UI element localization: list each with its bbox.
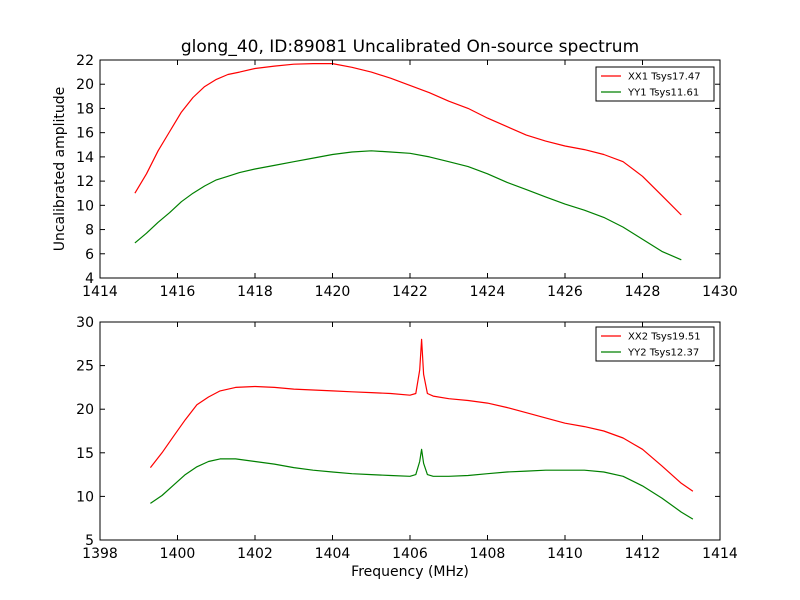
legend: XX1 Tsys17.47 YY1 Tsys11.61 (595, 66, 715, 102)
y-tick-label: 10 (76, 489, 94, 505)
legend-entry: XX2 Tsys19.51 (628, 332, 701, 343)
y-tick-label: 18 (76, 101, 94, 117)
legend-box (595, 66, 715, 102)
x-axis-label: Frequency (MHz) (351, 564, 469, 580)
y-tick-label: 16 (76, 126, 94, 142)
x-tick-label: 1428 (625, 284, 661, 300)
series-line-1-2 (134, 150, 682, 261)
x-tick-label: 1424 (470, 284, 506, 300)
legend: XX2 Tsys19.51 YY2 Tsys12.37 (595, 326, 715, 362)
x-tick-label: 1402 (237, 546, 273, 562)
series-line-2-2 (150, 448, 694, 520)
x-tick-label: 1418 (237, 284, 273, 300)
y-tick-label: 8 (85, 223, 94, 239)
y-tick-label: 5 (85, 533, 94, 549)
y-tick-label: 20 (76, 77, 94, 93)
chart-title: glong_40, ID:89081 Uncalibrated On-sourc… (181, 37, 639, 57)
y-tick-label: 15 (76, 446, 94, 462)
x-tick-label: 1412 (625, 546, 661, 562)
x-tick-label: 1404 (315, 546, 351, 562)
y-tick-label: 4 (85, 271, 94, 287)
x-tick-label: 1416 (160, 284, 196, 300)
x-tick-label: 1420 (315, 284, 351, 300)
y-tick-label: 6 (85, 247, 94, 263)
x-tick-label: 1400 (160, 546, 196, 562)
series-line-1-1 (134, 63, 682, 216)
x-tick-label: 1406 (392, 546, 428, 562)
legend-entry: YY2 Tsys12.37 (627, 348, 699, 359)
y-axis-label: Uncalibrated amplitude (52, 87, 68, 252)
y-tick-label: 20 (76, 402, 94, 418)
x-tick-label: 1426 (547, 284, 583, 300)
x-tick-label: 1414 (702, 546, 738, 562)
series-line-2-1 (149, 338, 694, 492)
x-tick-label: 1430 (702, 284, 738, 300)
y-tick-label: 14 (76, 150, 94, 166)
x-tick-label: 1398 (82, 546, 118, 562)
bottom-plot: 1398 1400 1402 1404 1406 1408 1410 1412 1414 5 10 1… (76, 315, 738, 562)
y-tick-label: 25 (76, 359, 94, 375)
legend-entry: XX1 Tsys17.47 (628, 72, 701, 83)
y-tick-label: 22 (76, 53, 94, 69)
x-tick-label: 1410 (547, 546, 583, 562)
x-tick-label: 1414 (82, 284, 118, 300)
x-tick-label: 1408 (470, 546, 506, 562)
legend-box (595, 326, 715, 362)
y-tick-label: 12 (76, 174, 94, 190)
x-tick-label: 1422 (392, 284, 428, 300)
y-tick-label: 30 (76, 315, 94, 331)
top-plot: 1414 1416 1418 1420 1422 1424 1426 1428 14304681… (76, 53, 738, 300)
legend-entry: YY1 Tsys11.61 (627, 88, 699, 99)
y-tick-label: 10 (76, 198, 94, 214)
